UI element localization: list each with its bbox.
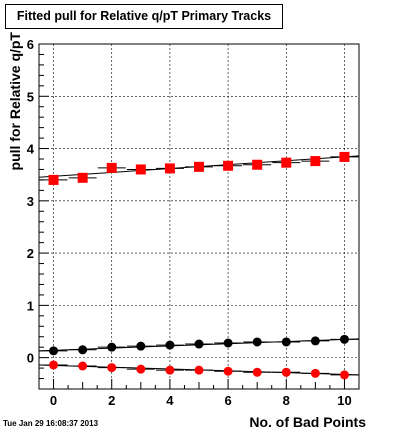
chart-title: Fitted pull for Relative q/pT Primary Tr… bbox=[5, 4, 283, 29]
data-point-circle bbox=[165, 340, 175, 350]
x-tick-label: 6 bbox=[224, 393, 231, 408]
y-tick-label: 5 bbox=[27, 89, 34, 104]
data-points bbox=[39, 151, 359, 380]
data-point-square bbox=[310, 156, 321, 167]
data-point-circle bbox=[281, 367, 291, 377]
x-tick-label: 2 bbox=[108, 393, 115, 408]
data-point-circle bbox=[78, 361, 88, 371]
y-tick-label: 1 bbox=[27, 298, 34, 313]
data-point-circle bbox=[136, 341, 146, 351]
data-point-square bbox=[48, 174, 59, 185]
data-point-circle bbox=[310, 336, 320, 346]
y-tick-label: 2 bbox=[27, 246, 34, 261]
data-point-square bbox=[77, 172, 88, 183]
data-point-circle bbox=[78, 345, 88, 355]
data-point-circle bbox=[49, 346, 59, 356]
data-point-circle bbox=[281, 337, 291, 347]
data-point-circle bbox=[252, 367, 262, 377]
x-tick-label: 8 bbox=[283, 393, 290, 408]
y-tick-label: 0 bbox=[27, 351, 34, 366]
data-point-circle bbox=[136, 364, 146, 374]
data-point-circle bbox=[252, 337, 262, 347]
grid-lines bbox=[39, 43, 359, 389]
data-point-circle bbox=[107, 342, 117, 352]
axis-ticks: 0 2 4 6 8 10 0 1 2 3 4 5 6 bbox=[27, 37, 360, 408]
x-tick-label: 10 bbox=[337, 393, 351, 408]
plot-frame bbox=[38, 43, 360, 390]
x-tick-label: 0 bbox=[50, 393, 57, 408]
timestamp: Tue Jan 29 16:08:37 2013 bbox=[3, 419, 99, 428]
y-axis-label: pull for Relative q/pT bbox=[7, 32, 23, 171]
y-tick-label: 6 bbox=[27, 37, 34, 52]
data-point-circle bbox=[194, 339, 204, 349]
data-point-circle bbox=[165, 365, 175, 375]
data-point-square bbox=[135, 164, 146, 175]
x-axis-label: No. of Bad Points bbox=[249, 414, 366, 430]
data-point-circle bbox=[339, 370, 349, 380]
data-point-square bbox=[194, 161, 204, 172]
data-point-circle bbox=[223, 366, 233, 376]
data-point-circle bbox=[49, 360, 59, 370]
x-tick-label: 4 bbox=[166, 393, 174, 408]
data-point-square bbox=[252, 159, 263, 170]
data-point-circle bbox=[339, 334, 349, 344]
y-tick-label: 4 bbox=[27, 142, 35, 157]
data-point-circle bbox=[310, 368, 320, 378]
data-point-square bbox=[339, 151, 350, 162]
data-point-circle bbox=[194, 365, 204, 375]
data-point-circle bbox=[223, 338, 233, 348]
data-point-square bbox=[223, 160, 234, 171]
data-point-square bbox=[164, 163, 175, 174]
data-point-square bbox=[106, 162, 117, 173]
data-point-circle bbox=[107, 363, 117, 373]
data-point-square bbox=[281, 157, 292, 168]
y-tick-label: 3 bbox=[27, 194, 34, 209]
